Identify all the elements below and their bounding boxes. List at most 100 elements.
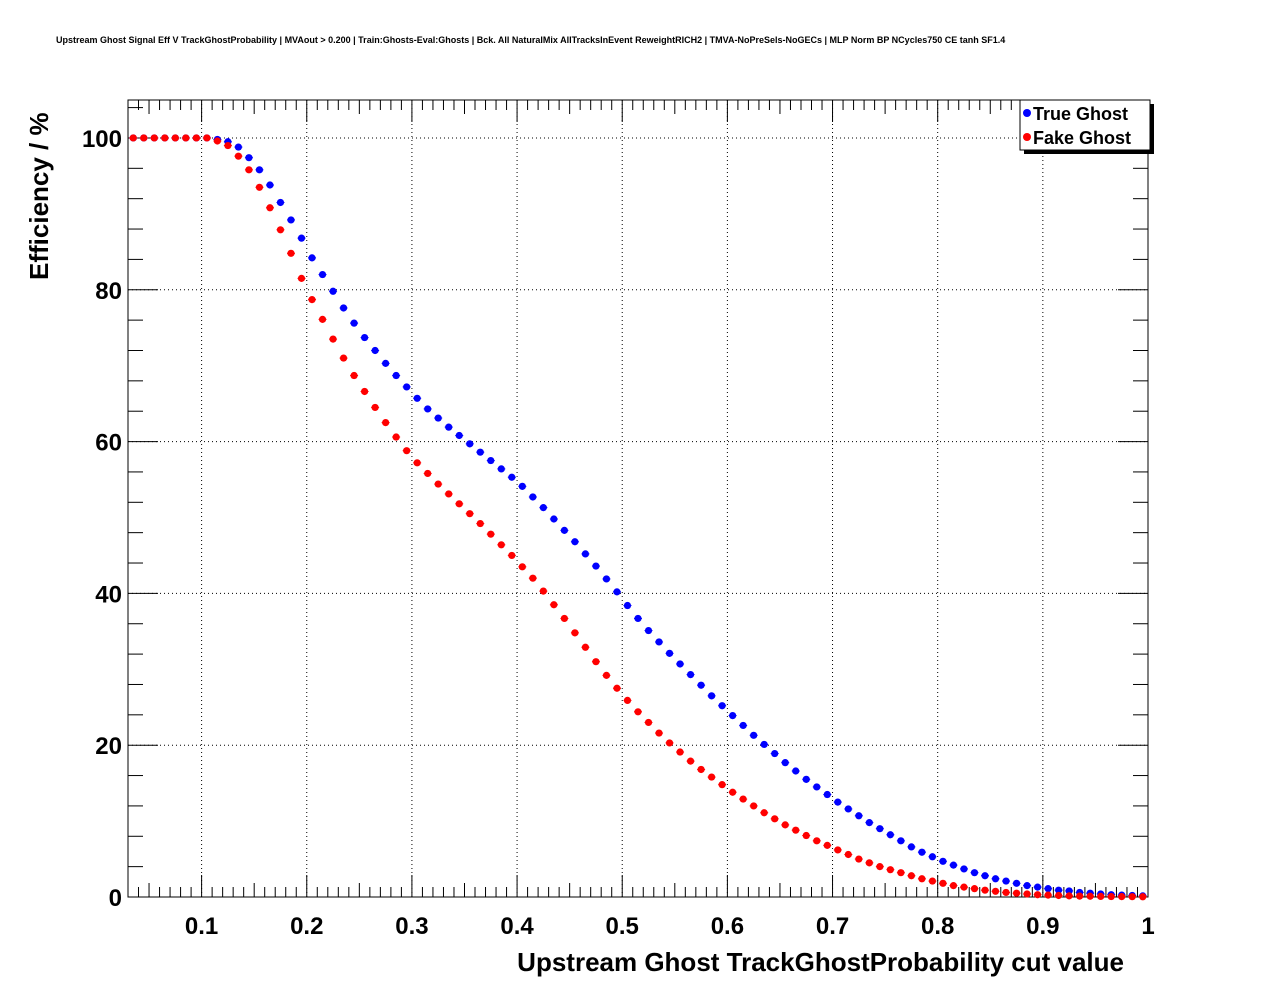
data-point [960,883,968,891]
data-point [813,837,821,845]
chart-title: Upstream Ghost Signal Eff V TrackGhostPr… [56,35,1005,45]
data-point [918,848,926,856]
data-point [718,702,726,710]
x-tick-label: 0.6 [711,913,744,940]
data-point [613,588,621,596]
data-point [245,166,253,174]
data-point [571,538,579,546]
data-point [928,853,937,861]
data-point [991,887,1000,895]
plot-frame [127,99,1149,898]
data-point [949,882,958,890]
data-point [623,696,632,705]
data-point [308,254,316,262]
data-point [760,740,768,749]
data-point [308,296,316,304]
data-point [318,270,327,279]
series-fake-ghost [129,134,1147,901]
data-point [644,626,653,635]
data-point [287,216,295,224]
data-point [1012,889,1021,897]
data-point [834,798,842,806]
data-point [1044,891,1052,899]
data-point [855,855,863,863]
data-point [276,198,285,207]
grid-lines [128,100,1148,897]
data-point [560,614,568,623]
data-point [466,440,474,448]
data-point [350,319,358,327]
data-point [970,885,979,893]
data-point [697,765,705,774]
data-point [234,143,243,151]
data-point [1023,882,1031,890]
data-point [802,775,810,783]
data-point [1139,893,1147,901]
data-point [897,837,905,845]
data-point [634,614,642,623]
data-point [550,601,558,609]
data-point [434,414,442,422]
data-point [729,788,737,796]
data-point [802,831,810,840]
data-point [623,601,632,610]
data-point [297,274,306,282]
data-point [403,383,411,391]
data-point [1055,891,1063,900]
x-tick-label: 0.9 [1026,913,1059,940]
data-point [739,795,747,803]
data-point [876,825,884,833]
data-point [1033,891,1042,899]
data-point [455,431,463,440]
data-point [234,152,243,160]
x-tick-label: 0.3 [395,913,428,940]
data-point [150,134,158,142]
data-point [1055,886,1063,894]
x-tick-label: 0.4 [500,913,534,940]
data-point [360,387,369,396]
data-point [981,872,989,880]
data-point [1012,879,1021,887]
data-point [539,504,547,512]
data-point [529,493,537,501]
data-point [1118,893,1126,901]
data-point [213,137,221,145]
data-point [329,287,337,295]
data-point [708,692,716,700]
data-point [329,335,337,343]
data-point [907,843,916,851]
data-point [613,684,621,692]
data-point [318,315,327,323]
data-point [886,831,894,839]
x-tick-label: 1 [1141,913,1154,940]
data-point [729,711,737,720]
data-point [844,805,852,813]
data-point [686,757,695,765]
data-point [560,526,568,534]
data-point [865,819,873,827]
data-point [413,394,421,402]
data-point [529,574,537,582]
y-axis-label: Efficiency / % [24,112,54,280]
data-point [339,304,348,312]
data-point [424,405,432,413]
data-point [550,515,558,523]
data-point [655,729,663,737]
data-point [392,371,400,380]
data-point [1065,892,1073,900]
data-point [1076,892,1084,900]
data-point [665,649,674,657]
data-point [1065,887,1073,895]
data-point [897,869,905,877]
data-point [182,134,190,142]
axis-ticks [127,100,1149,898]
data-point [1044,885,1052,893]
data-point [907,872,916,880]
y-tick-label: 0 [109,885,122,912]
data-point [161,134,169,142]
y-tick-label: 20 [95,733,122,760]
data-point [476,448,484,456]
data-point [192,134,200,142]
data-point [445,423,453,431]
